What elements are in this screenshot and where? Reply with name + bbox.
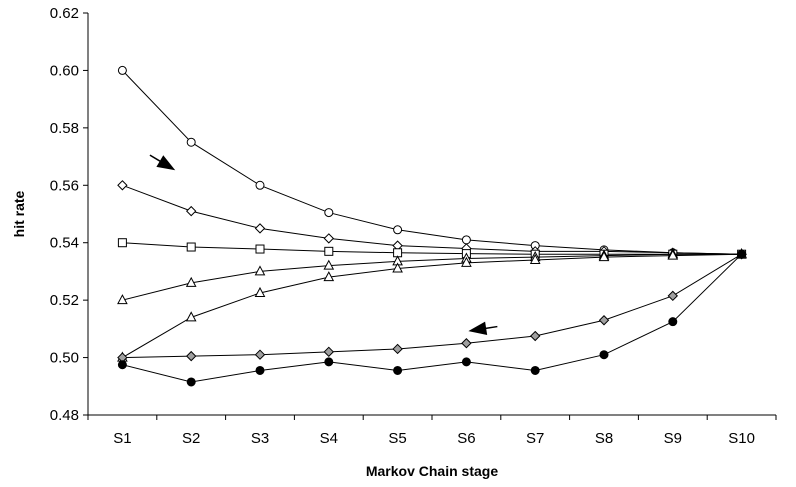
- data-point: [117, 294, 128, 305]
- data-point: [185, 276, 197, 287]
- arrow-shaft: [149, 154, 161, 162]
- y-axis: 0.48 0.50 0.52 0.54 0.56 0.58 0.60 0.62: [50, 5, 88, 424]
- data-point: [117, 238, 127, 248]
- data-point: [323, 346, 335, 358]
- data-point: [737, 249, 747, 259]
- data-point: [186, 377, 196, 387]
- x-tick-label: S7: [526, 430, 544, 447]
- annotation-arrow: [149, 154, 176, 171]
- y-tick-label: 0.56: [50, 177, 79, 194]
- data-point: [461, 235, 471, 245]
- series-2: [117, 180, 747, 260]
- data-point: [324, 246, 334, 256]
- data-point: [117, 65, 127, 75]
- data-point: [529, 330, 541, 342]
- data-point: [530, 365, 540, 375]
- y-tick-label: 0.50: [50, 350, 79, 367]
- x-tick-label: S2: [182, 430, 200, 447]
- y-axis-title: hit rate: [11, 190, 27, 237]
- series-7: [117, 249, 747, 387]
- data-point: [324, 208, 334, 218]
- data-point: [254, 286, 266, 297]
- data-point: [324, 357, 334, 367]
- data-point: [392, 262, 403, 273]
- data-point: [461, 338, 472, 349]
- series-1: [117, 65, 747, 259]
- series-line: [122, 253, 742, 359]
- data-point: [393, 225, 403, 235]
- x-tick-label: S3: [251, 430, 269, 447]
- data-point: [254, 349, 266, 360]
- data-point: [117, 180, 128, 191]
- arrow-shaft: [485, 325, 498, 330]
- data-point: [185, 311, 197, 322]
- data-point: [186, 137, 196, 147]
- data-point: [117, 360, 127, 370]
- x-tick-label: S4: [320, 430, 338, 447]
- data-point: [323, 271, 335, 282]
- series-line: [122, 184, 742, 255]
- data-point: [255, 180, 265, 190]
- x-axis-title: Markov Chain stage: [366, 463, 498, 479]
- y-tick-label: 0.62: [50, 5, 79, 22]
- series-3: [117, 238, 747, 259]
- series-5: [117, 248, 747, 362]
- data-point: [392, 343, 403, 355]
- data-point: [598, 315, 610, 326]
- y-tick-label: 0.58: [50, 120, 79, 137]
- arrow-head: [156, 155, 176, 171]
- x-tick-label: S9: [664, 430, 682, 447]
- data-point: [254, 223, 266, 234]
- data-point: [323, 233, 335, 244]
- data-point: [323, 259, 335, 270]
- data-point: [461, 256, 472, 267]
- data-point: [667, 290, 679, 302]
- data-point: [599, 350, 609, 360]
- y-tick-label: 0.52: [50, 292, 79, 309]
- series-4: [117, 248, 747, 305]
- y-tick-label: 0.48: [50, 407, 79, 424]
- x-axis: S1 S2 S3 S4 S5 S6 S7 S8 S9 S10: [87, 415, 777, 447]
- series-line: [122, 242, 742, 255]
- data-point: [255, 365, 265, 375]
- series-line: [122, 253, 742, 301]
- series-line: [122, 253, 742, 359]
- annotation-arrow: [468, 321, 498, 335]
- x-tick-label: S6: [457, 430, 475, 447]
- x-tick-label: S5: [388, 430, 406, 447]
- series-line: [122, 253, 742, 383]
- data-point: [185, 205, 197, 217]
- data-point: [668, 317, 678, 327]
- series-line: [122, 70, 742, 255]
- x-tick-label: S8: [595, 430, 613, 447]
- data-point: [254, 265, 266, 276]
- annotation-layer: [149, 154, 498, 335]
- data-point: [667, 249, 679, 260]
- data-point: [185, 350, 197, 362]
- data-point: [461, 357, 471, 367]
- y-tick-label: 0.60: [50, 62, 79, 79]
- y-tick-label: 0.54: [50, 235, 79, 252]
- series-layer: [117, 65, 747, 387]
- x-tick-label: S1: [113, 430, 131, 447]
- data-point: [598, 251, 610, 262]
- x-tick-label: S10: [728, 430, 755, 447]
- data-point: [255, 244, 265, 254]
- series-6: [117, 248, 747, 363]
- data-point: [186, 242, 196, 252]
- arrow-head: [468, 321, 488, 335]
- data-point: [393, 365, 403, 375]
- data-point: [529, 253, 541, 264]
